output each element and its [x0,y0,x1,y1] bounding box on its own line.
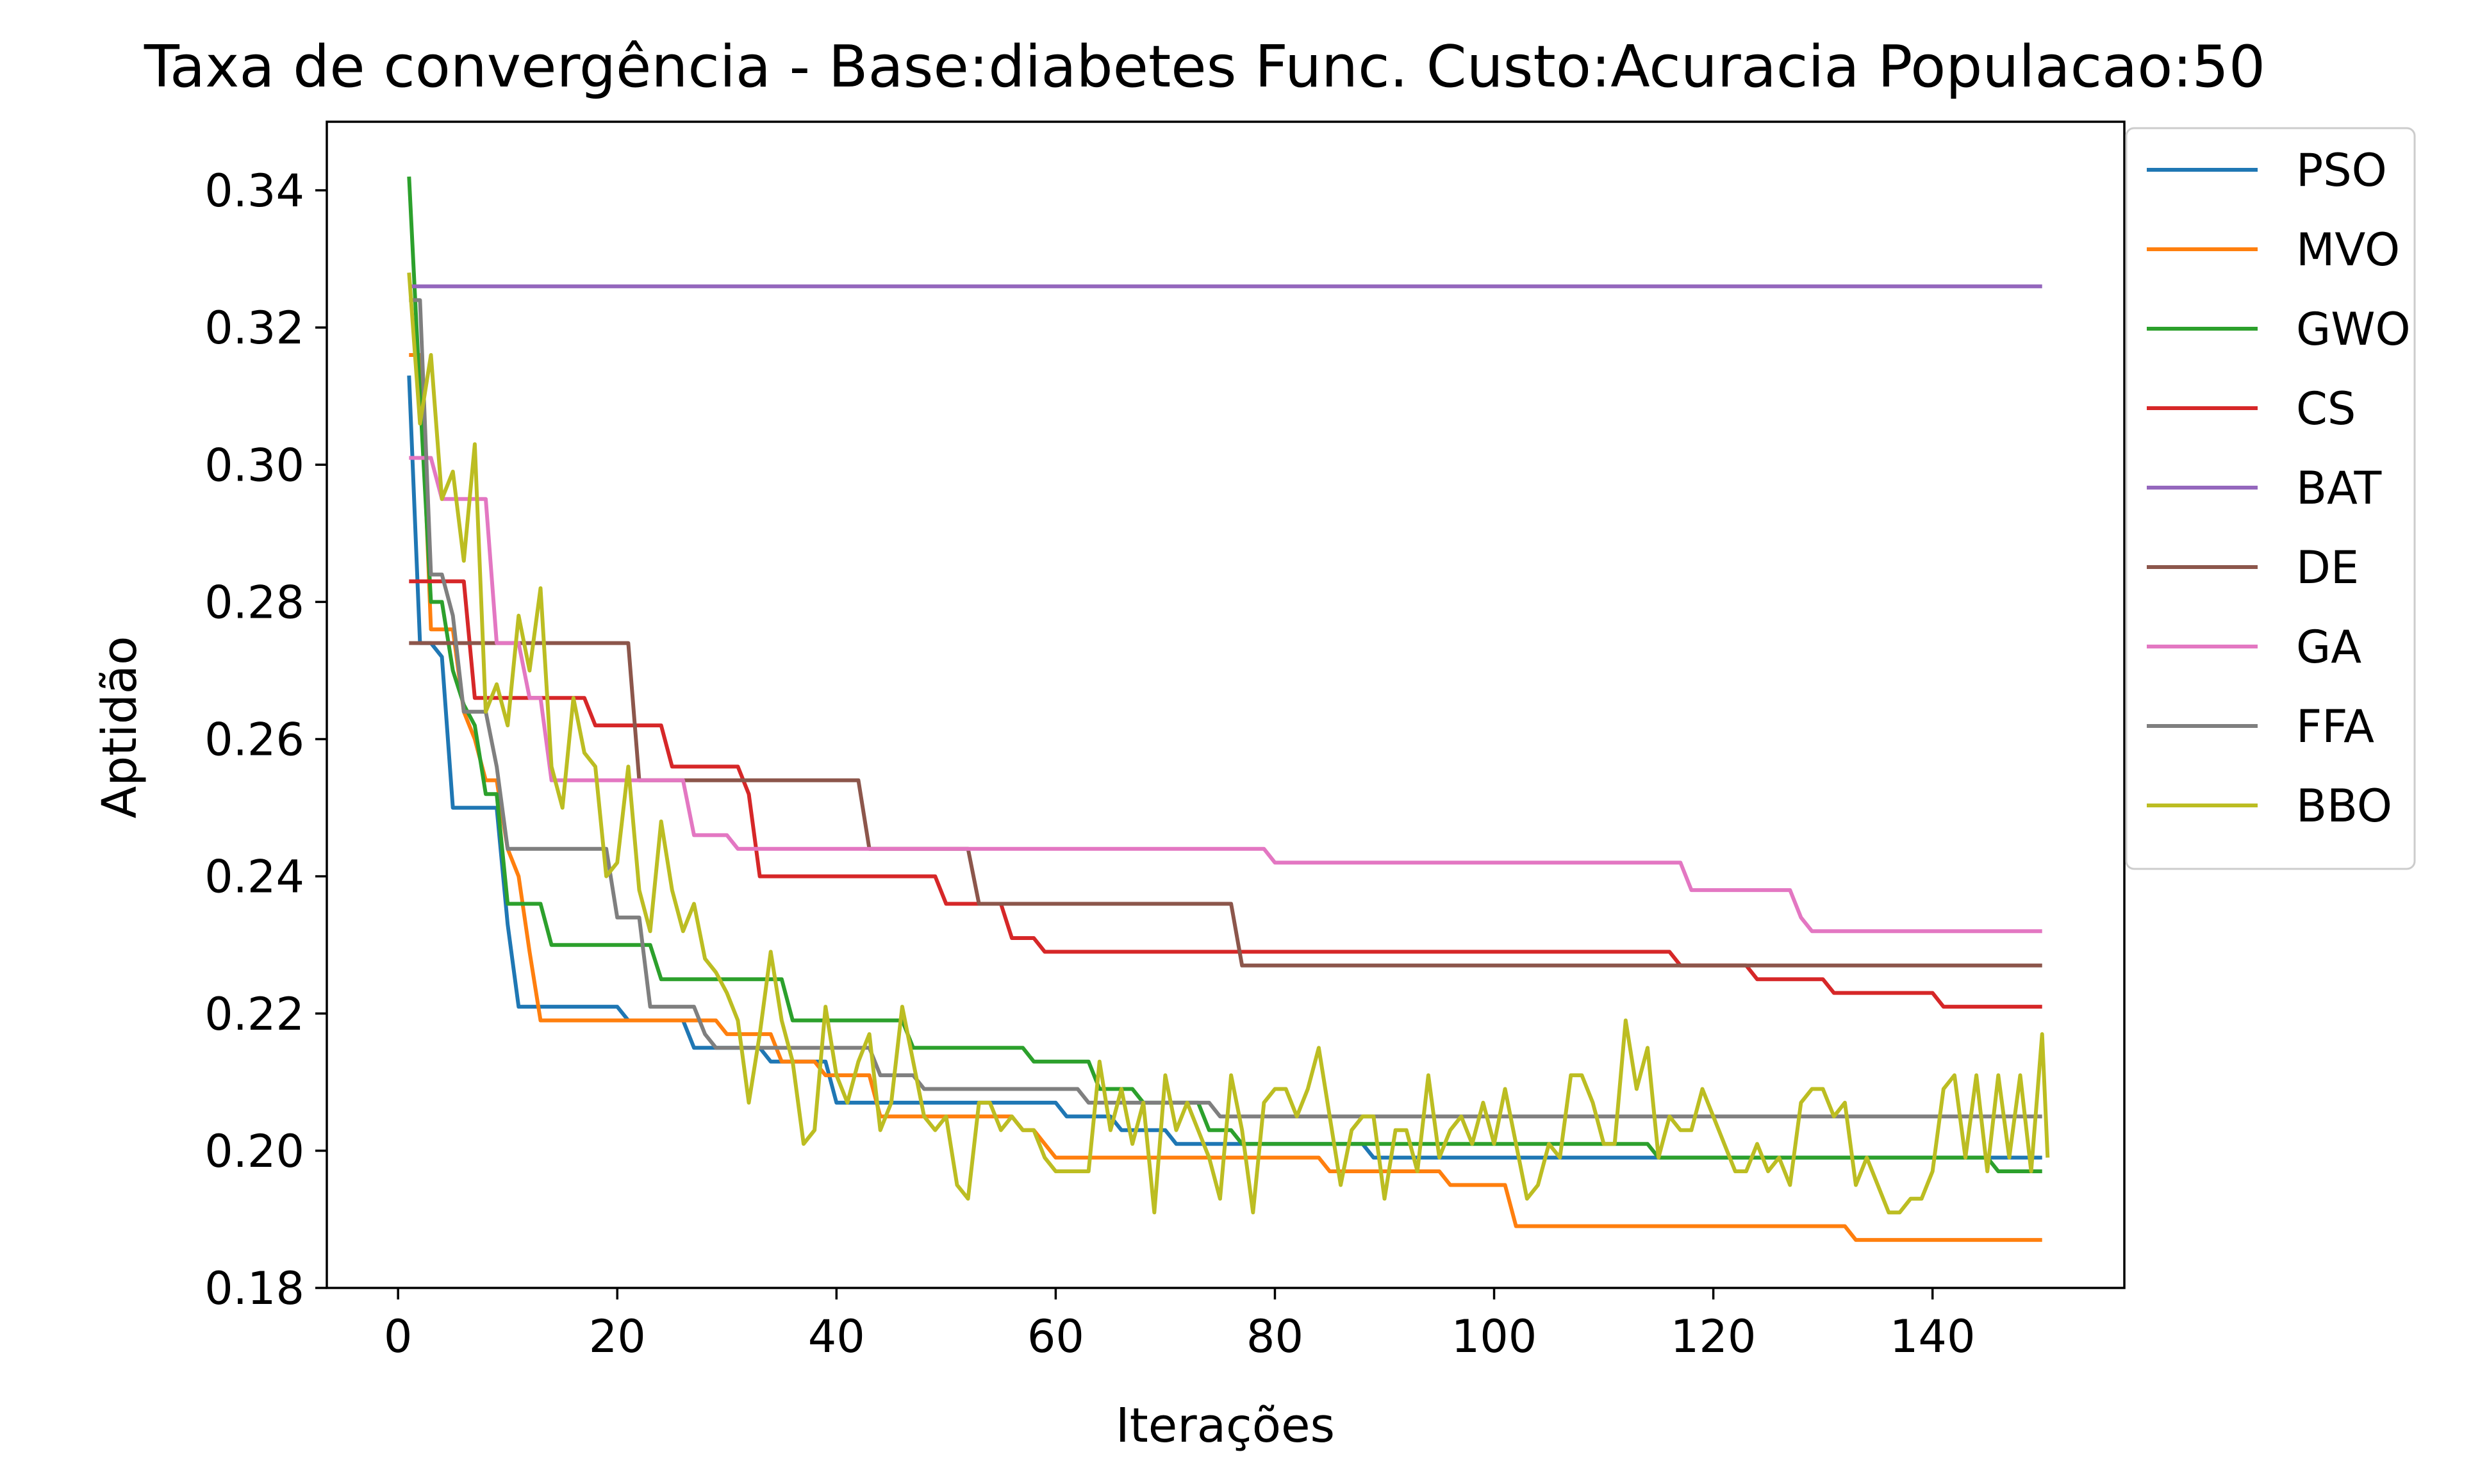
series-line-cs [409,579,2042,1009]
legend-label-gwo: GWO [2296,303,2411,356]
legend-label-ga: GA [2296,621,2361,673]
legend-box [2125,127,2416,870]
series-line-gwo [407,176,2042,1173]
x-tick-label: 60 [1027,1310,1084,1363]
x-tick-label: 100 [1451,1310,1537,1363]
legend-label-pso: PSO [2296,144,2387,197]
series-line-mvo [409,353,2042,1242]
x-tick-label: 40 [808,1310,865,1363]
y-axis-label: Aptidão [92,636,147,819]
legend: PSO MVO GWO CS BAT DE GA FFA BBO [2125,127,2416,870]
legend-label-mvo: MVO [2296,224,2400,276]
series-line-bbo [407,272,2050,1215]
plot-area [407,176,2050,1242]
legend-label-cs: CS [2296,383,2356,435]
x-tick-label: 140 [1890,1310,1976,1363]
x-tick-label: 0 [384,1310,413,1363]
legend-label-ffa: FFA [2296,700,2374,753]
y-tick-label: 0.30 [204,439,304,491]
x-tick-label: 120 [1671,1310,1757,1363]
y-tick-label: 0.28 [204,576,304,629]
y-tick-label: 0.24 [204,851,304,903]
x-tick-label: 80 [1246,1310,1303,1363]
series-line-ffa [409,298,2042,1119]
legend-label-de: DE [2296,541,2359,594]
x-tick-label: 20 [589,1310,646,1363]
y-tick-label: 0.32 [204,302,304,354]
y-tick-label: 0.18 [204,1262,304,1315]
y-tick-label: 0.26 [204,714,304,766]
axes: 0 20 40 60 80 100 120 140 0.18 0.20 0.22 0.24 0.26 0.… [204,120,2126,1363]
y-tick-label: 0.22 [204,988,304,1041]
x-axis-label: Iterações [1116,1398,1335,1453]
y-tick-label: 0.20 [204,1125,304,1178]
legend-label-bbo: BBO [2296,780,2392,832]
y-tick-label: 0.34 [204,165,304,217]
chart-title: Taxa de convergência - Base:diabetes Fun… [144,33,2265,101]
plot-frame [326,120,2126,1289]
legend-label-bat: BAT [2296,462,2381,515]
